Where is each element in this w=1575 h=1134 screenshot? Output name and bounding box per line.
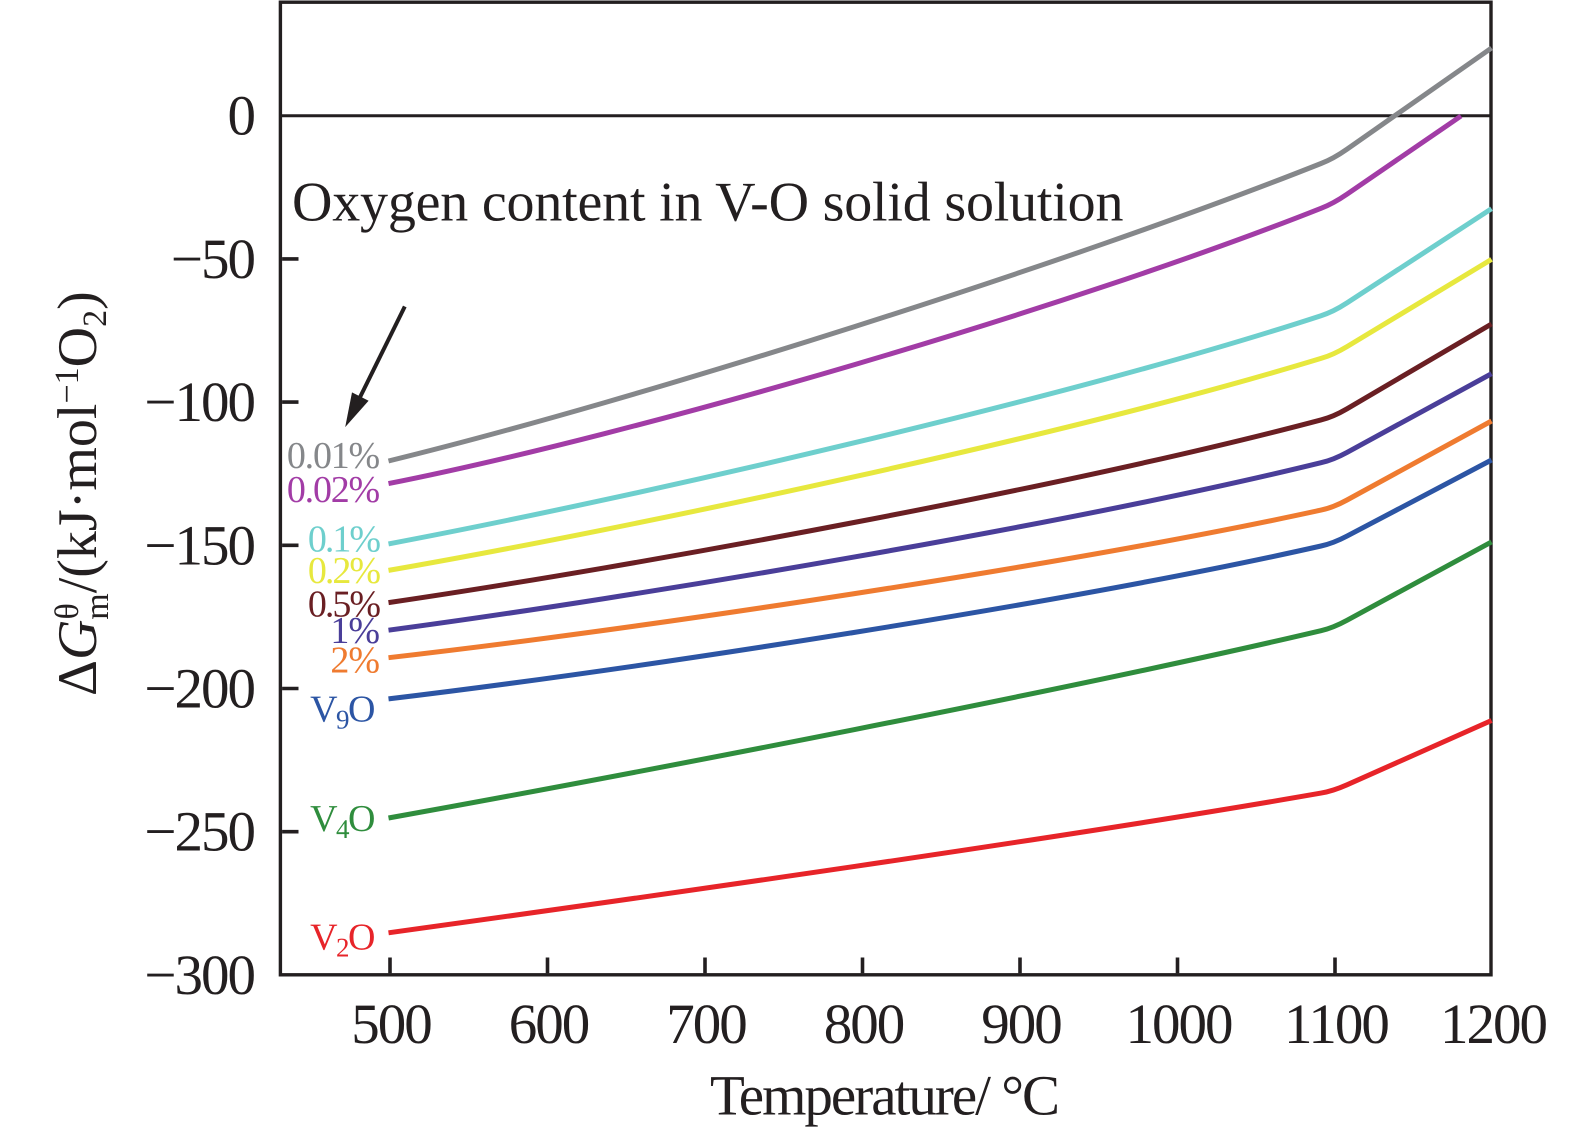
svg-text:1100: 1100: [1284, 993, 1388, 1056]
svg-text:500: 500: [351, 993, 431, 1056]
svg-text:1%: 1%: [330, 610, 379, 652]
svg-text:−200: −200: [144, 658, 254, 721]
svg-text:−50: −50: [171, 228, 255, 291]
svg-text:0.5%: 0.5%: [308, 584, 381, 626]
svg-text:700: 700: [666, 993, 746, 1056]
svg-text:0: 0: [228, 85, 255, 148]
svg-text:0.01%: 0.01%: [287, 435, 380, 477]
svg-text:−250: −250: [144, 801, 254, 864]
svg-text:Oxygen content in V-O solid so: Oxygen content in V-O solid solution: [292, 172, 1123, 234]
svg-text:−150: −150: [144, 514, 254, 577]
svg-text:1200: 1200: [1440, 993, 1547, 1056]
svg-text:600: 600: [509, 993, 589, 1056]
svg-text:V2O: V2O: [310, 917, 374, 963]
svg-text:800: 800: [824, 993, 904, 1056]
svg-text:0.2%: 0.2%: [308, 550, 381, 592]
svg-text:V4O: V4O: [310, 798, 374, 844]
svg-text:Temperature/ °C: Temperature/ °C: [710, 1065, 1058, 1128]
svg-text:0.02%: 0.02%: [287, 469, 380, 511]
svg-text:900: 900: [981, 993, 1061, 1056]
svg-text:1000: 1000: [1126, 993, 1233, 1056]
svg-text:V9O: V9O: [310, 689, 374, 735]
svg-text:−300: −300: [144, 944, 254, 1007]
svg-text:2%: 2%: [330, 639, 379, 681]
svg-text:0.1%: 0.1%: [308, 519, 381, 561]
svg-text:ΔGθm/(kJ·mol−1O2): ΔGθm/(kJ·mol−1O2): [47, 291, 116, 696]
svg-text:−100: −100: [144, 371, 254, 434]
